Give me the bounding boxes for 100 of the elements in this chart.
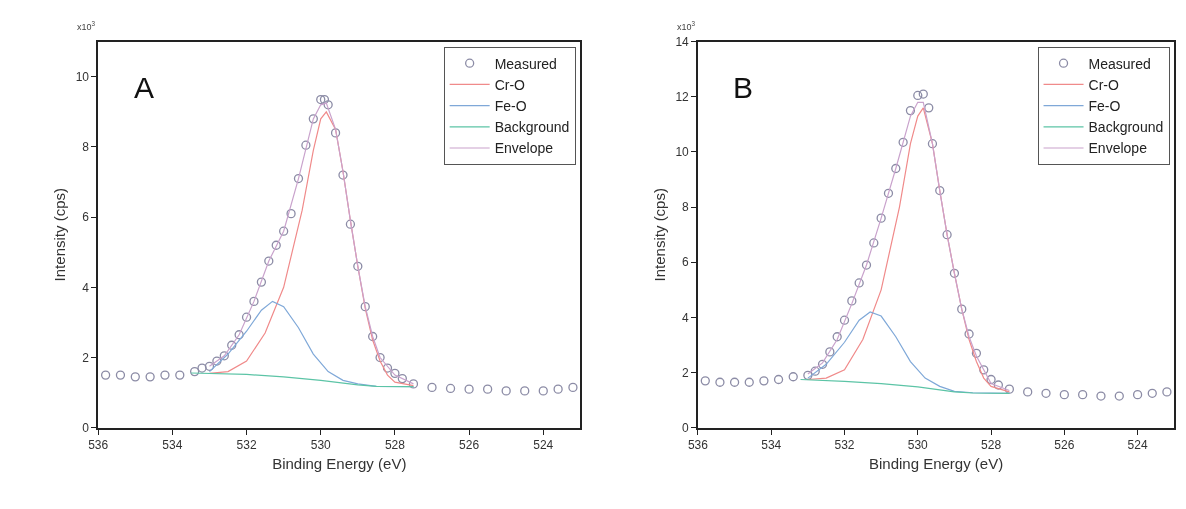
y-tick-label: 6 (82, 210, 90, 225)
legend-label: Cr-O (494, 76, 526, 93)
point (219, 351, 229, 361)
point (759, 376, 769, 386)
x-tick-label: 524 (533, 437, 554, 452)
point (279, 226, 289, 236)
point (345, 219, 356, 229)
point (368, 331, 378, 342)
legend-label: Fe-O (494, 98, 527, 115)
point (316, 94, 326, 105)
point (847, 296, 857, 306)
point (986, 374, 996, 385)
point (382, 363, 393, 373)
x-axis-title: Binding Energy (eV) (868, 455, 1004, 473)
point (197, 363, 207, 373)
x-tick-label: 524 (1127, 437, 1148, 452)
legend-label: Background (494, 119, 570, 136)
point (353, 261, 363, 271)
legend-label: Cr-O (1088, 76, 1119, 93)
x-tick-label: 530 (907, 437, 929, 452)
y-tick-label: 8 (82, 140, 90, 155)
text: x10$^{3}$ (677, 20, 696, 32)
point (130, 372, 140, 382)
x-tick-label: 526 (1054, 437, 1075, 452)
point (971, 348, 982, 358)
point (1023, 387, 1033, 397)
x-tick-label: 534 (162, 437, 183, 452)
point (464, 384, 474, 394)
legend-label: Envelope (1088, 140, 1148, 157)
x-tick-label: 530 (310, 437, 332, 452)
point (957, 304, 967, 314)
y-tick-label: 8 (682, 200, 690, 215)
y-tick-label: 14 (675, 34, 690, 49)
point (319, 94, 330, 105)
x-tick-label: 536 (88, 437, 109, 452)
point (1162, 387, 1172, 397)
point (482, 384, 493, 394)
legend-label: Fe-O (1088, 98, 1121, 115)
point (264, 256, 274, 266)
point (338, 170, 348, 180)
point (1078, 390, 1088, 400)
annotation: B (733, 71, 754, 104)
x-tick-label: 534 (761, 437, 782, 452)
point (839, 315, 850, 325)
point (408, 379, 419, 389)
point (832, 332, 842, 342)
x-tick-label: 532 (236, 437, 257, 452)
legend-label: Envelope (494, 140, 554, 157)
point (1114, 391, 1124, 401)
point (817, 359, 828, 369)
y-axis-title: Intensity (cps) (651, 188, 669, 282)
point (390, 368, 400, 378)
point (501, 386, 511, 396)
point (375, 352, 385, 363)
point (520, 386, 530, 396)
point (568, 382, 578, 393)
point (1147, 388, 1157, 398)
y-axis-title: Intensity (cps) (51, 188, 69, 282)
point (788, 372, 798, 382)
point (227, 340, 237, 350)
point (869, 238, 879, 248)
x-axis-title: Binding Energy (eV) (272, 455, 407, 473)
point (773, 374, 784, 385)
point (883, 188, 894, 198)
point (810, 366, 820, 376)
point (175, 370, 185, 380)
point (700, 376, 710, 386)
y-tick-label: 10 (675, 145, 690, 160)
legend-label: Background (1088, 119, 1164, 136)
point (308, 114, 318, 124)
point (876, 213, 886, 223)
point (825, 347, 835, 357)
point (1132, 390, 1143, 400)
point (861, 260, 872, 270)
point (979, 365, 989, 375)
point (323, 100, 333, 110)
point (212, 356, 222, 366)
point (241, 312, 252, 322)
point (891, 163, 901, 174)
x-tick-label: 536 (687, 437, 709, 452)
y-tick-label: 10 (75, 69, 90, 84)
point (729, 377, 740, 387)
point (898, 137, 908, 147)
legend-label: Measured (1088, 55, 1151, 72)
point (715, 377, 725, 387)
point (397, 373, 407, 384)
point (949, 268, 960, 278)
point (330, 128, 341, 138)
point (993, 380, 1004, 390)
point (249, 296, 259, 307)
point (538, 386, 548, 396)
point (160, 370, 170, 380)
point (293, 173, 304, 184)
x-tick-label: 528 (384, 437, 406, 452)
point (935, 185, 945, 196)
point (1041, 388, 1051, 398)
point (271, 240, 281, 250)
y-tick-label: 12 (675, 90, 690, 105)
x-tick-label: 526 (459, 437, 480, 452)
y-tick-label: 0 (682, 420, 690, 435)
